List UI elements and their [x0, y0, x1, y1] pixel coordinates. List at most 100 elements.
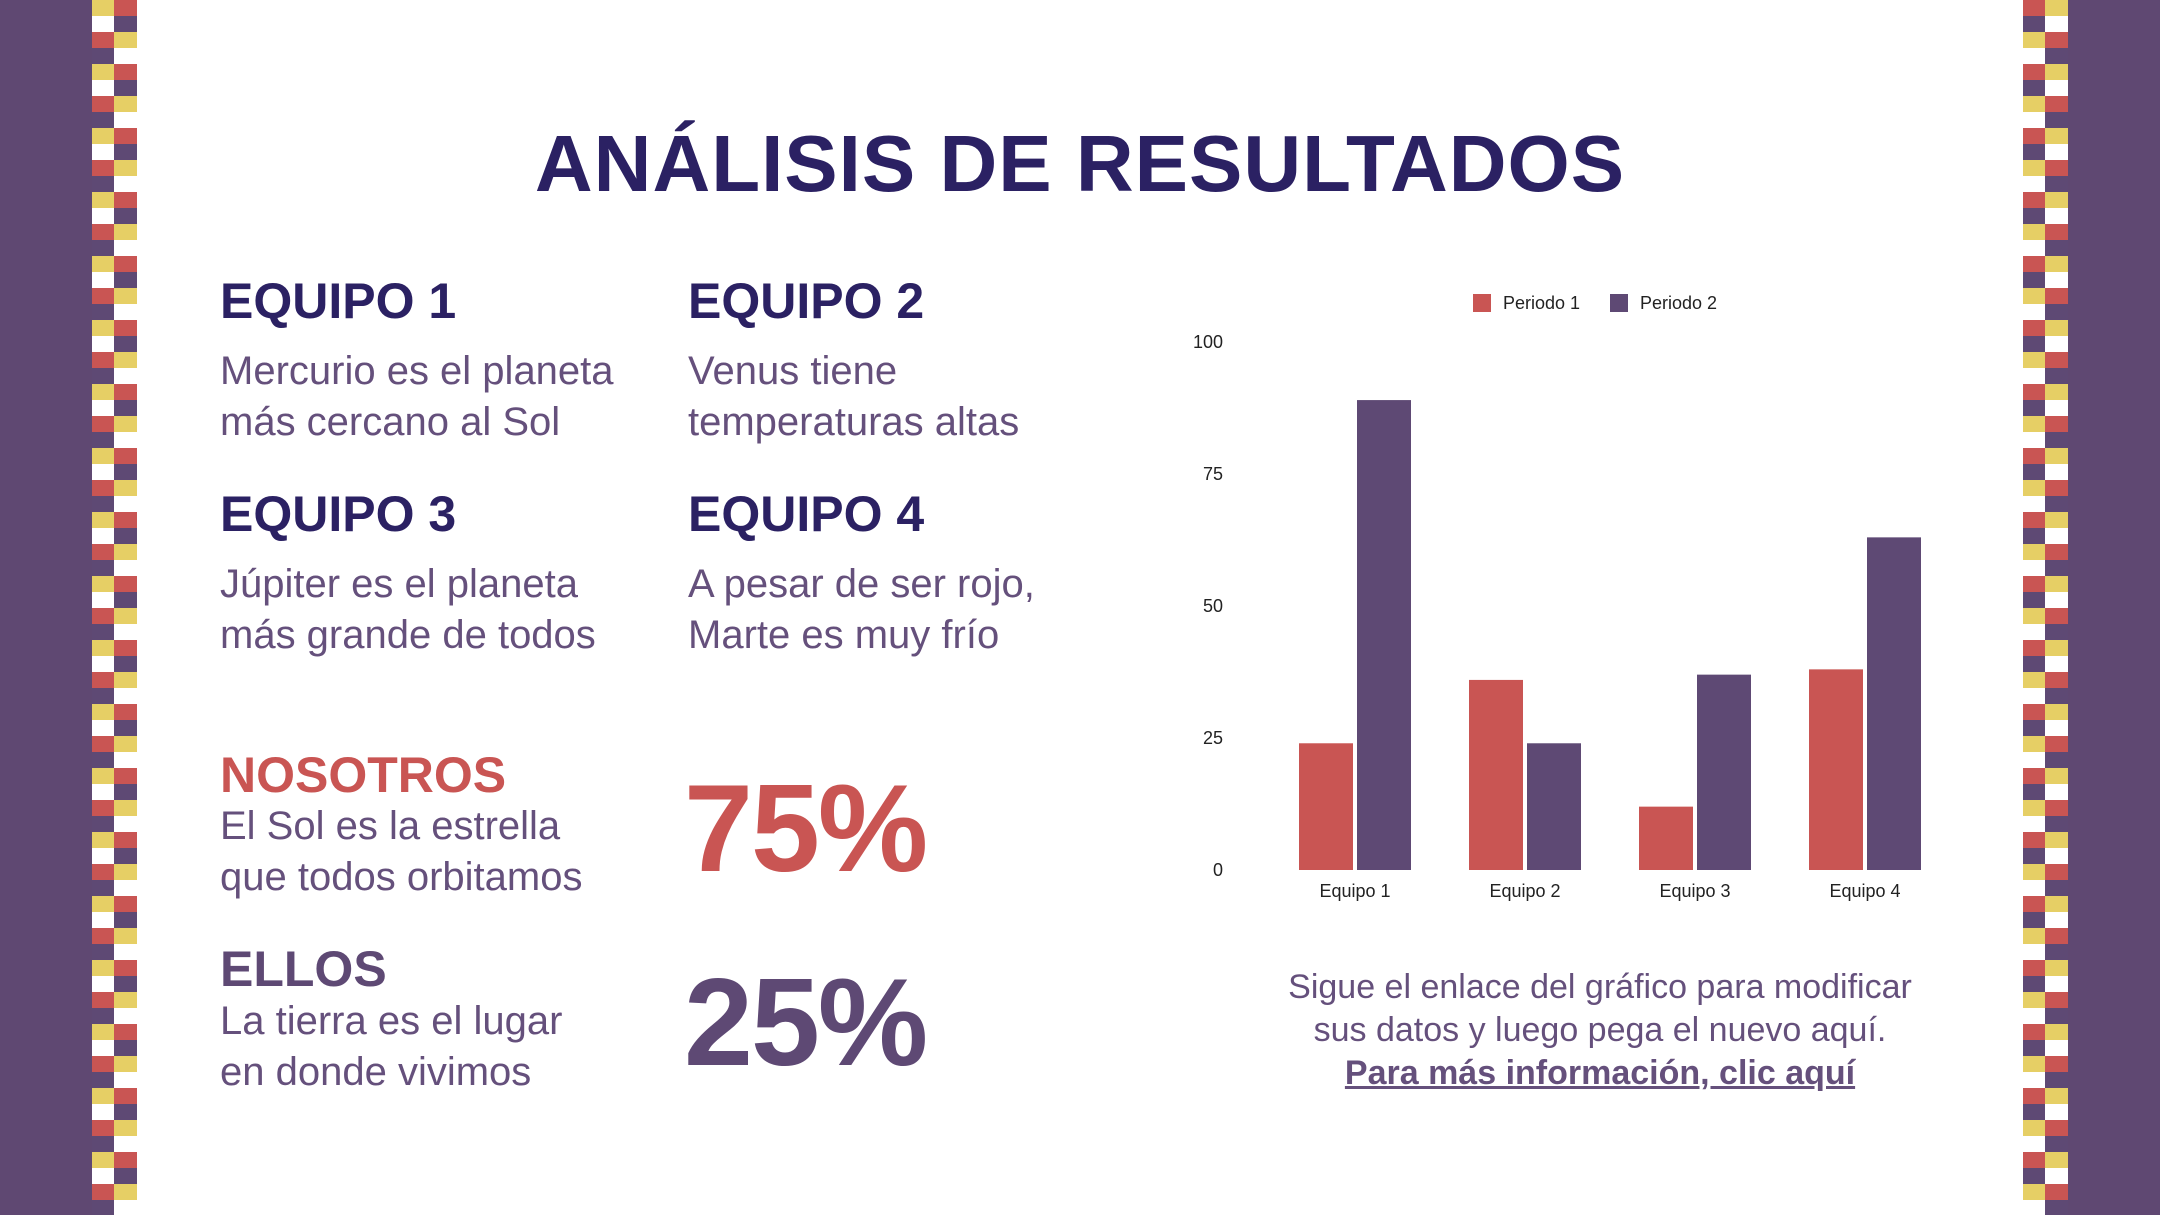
stripe-block: [92, 1168, 114, 1184]
stripe-block: [114, 96, 137, 112]
stripe-block: [2045, 400, 2068, 416]
stripe-block: [2023, 400, 2045, 416]
stripe-block: [92, 32, 114, 48]
stripe-block: [2045, 368, 2068, 384]
stripe-block: [2045, 720, 2068, 736]
stripe-block: [114, 16, 137, 32]
stripe-block: [114, 752, 137, 768]
ellos-label: ELLOS: [220, 941, 387, 997]
stripe-block: [2045, 1120, 2068, 1136]
stripe-block: [114, 816, 137, 832]
stripe-block: [2045, 192, 2068, 208]
stripe-block: [2023, 304, 2045, 320]
stripe-block: [92, 720, 114, 736]
stripe-block: [92, 160, 114, 176]
stripe-block: [2045, 112, 2068, 128]
stripe-block: [2045, 1104, 2068, 1120]
stripe-block: [2023, 448, 2045, 464]
stripe-block: [2045, 352, 2068, 368]
stripe-block: [92, 576, 114, 592]
y-tick-label: 100: [1193, 332, 1223, 352]
chart-note-line-2: sus datos y luego pega el nuevo aquí.: [1313, 1011, 1887, 1049]
stripe-block: [92, 704, 114, 720]
stripe-block: [92, 464, 114, 480]
stripe-block: [2023, 1024, 2045, 1040]
stripe-block: [92, 816, 114, 832]
stripe-block: [114, 464, 137, 480]
team-2-line-2: temperaturas altas: [688, 400, 1020, 444]
stripe-block: [2023, 144, 2045, 160]
stripe-block: [2023, 560, 2045, 576]
stripe-block: [2045, 1088, 2068, 1104]
stripe-block: [2045, 944, 2068, 960]
stripe-block: [2045, 208, 2068, 224]
stripe-block: [92, 256, 114, 272]
stripe-block: [114, 544, 137, 560]
stripe-block: [2023, 1072, 2045, 1088]
stripe-block: [2023, 320, 2045, 336]
stripe-block: [114, 1152, 137, 1168]
stripe-block: [114, 800, 137, 816]
stripe-block: [2045, 464, 2068, 480]
stripe-block: [92, 192, 114, 208]
stripe-block: [2023, 688, 2045, 704]
stripe-block: [2045, 432, 2068, 448]
stripe-block: [92, 1008, 114, 1024]
stripe-block: [114, 240, 137, 256]
ellos-line-2: en donde vivimos: [220, 1050, 532, 1094]
bar-1-3: [1639, 806, 1693, 870]
stripe-block: [92, 1040, 114, 1056]
stripe-block: [114, 80, 137, 96]
stripe-block: [2023, 352, 2045, 368]
stripe-block: [114, 32, 137, 48]
stripe-block: [114, 736, 137, 752]
stripe-block: [114, 1120, 137, 1136]
stripe-block: [2045, 1184, 2068, 1200]
stripe-block: [92, 992, 114, 1008]
bar-chart-svg: 0 25 50 75 100 Equipo 1 Equipo 2 Equipo 3 Equipo…: [1193, 293, 1921, 901]
stripe-block: [92, 144, 114, 160]
stripe-block: [2045, 144, 2068, 160]
more-info-link[interactable]: Para más información, clic aquí: [1344, 1054, 1856, 1092]
team-3-line-1: Júpiter es el planeta: [220, 562, 579, 606]
stripe-block: [2023, 528, 2045, 544]
team-1-line-1: Mercurio es el planeta: [220, 349, 614, 393]
stripe-block: [114, 192, 137, 208]
ellos-line-1: La tierra es el lugar: [220, 999, 563, 1043]
stripe-block: [92, 832, 114, 848]
team-4-line-1: A pesar de ser rojo,: [688, 562, 1035, 606]
stripe-block: [2045, 16, 2068, 32]
stripe-block: [2023, 640, 2045, 656]
stripe-block: [92, 48, 114, 64]
stripe-block: [2045, 96, 2068, 112]
stripe-block: [2023, 1088, 2045, 1104]
x-tick-label: Equipo 1: [1319, 881, 1390, 901]
stripe-block: [92, 544, 114, 560]
team-2-line-1: Venus tiene: [688, 349, 898, 393]
stripe-block: [2023, 176, 2045, 192]
stripe-block: [2045, 736, 2068, 752]
stripe-block: [2023, 16, 2045, 32]
stripe-block: [2045, 672, 2068, 688]
stripe-block: [114, 1008, 137, 1024]
chart-note-line-1: Sigue el enlace del gráfico para modific…: [1288, 968, 1912, 1006]
stripe-block: [2023, 816, 2045, 832]
stripe-block: [2045, 224, 2068, 240]
stripe-block: [2023, 720, 2045, 736]
stripe-block: [92, 0, 114, 16]
stripe-block: [92, 1072, 114, 1088]
stripe-block: [114, 480, 137, 496]
stripe-block: [92, 656, 114, 672]
stripe-block: [2023, 512, 2045, 528]
stripe-block: [114, 320, 137, 336]
stripe-block: [114, 256, 137, 272]
right-stripe-pattern: [2023, 0, 2068, 1215]
stripe-block: [2045, 448, 2068, 464]
stripe-block: [92, 560, 114, 576]
team-1-title: EQUIPO 1: [220, 273, 457, 329]
stripe-block: [2023, 336, 2045, 352]
stripe-block: [2045, 912, 2068, 928]
stripe-block: [2023, 432, 2045, 448]
stripe-block: [2045, 752, 2068, 768]
stripe-block: [2045, 816, 2068, 832]
